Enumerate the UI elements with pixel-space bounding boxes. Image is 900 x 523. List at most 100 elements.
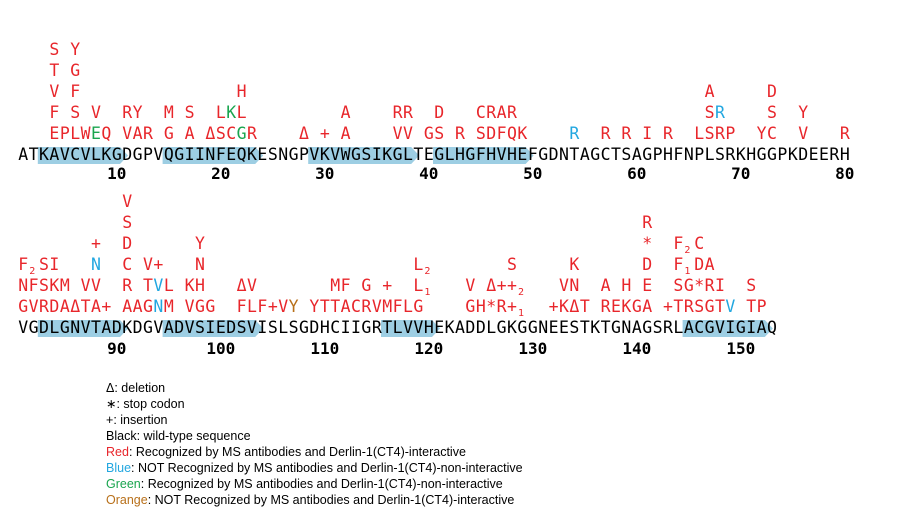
residue: R [829,145,839,164]
mutation-label: G [237,124,247,143]
residue: T [29,145,39,164]
mutation-label: T [143,276,153,295]
mutation-label: N [195,255,205,274]
mutation-subscript: 1 [518,308,524,319]
mutation-label: V [122,124,132,143]
mutation-label: G [705,297,715,316]
mutation-label: D [694,255,704,274]
mutation-label: F [29,276,39,295]
mutation-label: S [39,255,49,274]
residue: P [694,145,704,164]
residue: C [70,145,80,164]
mutation-label: N [153,297,163,316]
residue: L [91,145,101,164]
position-tick-label: 90 [107,339,126,358]
mutation-label: V [49,82,59,101]
residue: T [601,318,611,337]
mutation-label: R [642,213,652,232]
mutation-label: C [694,234,704,253]
mutation-label: V [143,255,153,274]
residue: K [101,145,111,164]
mutation-label: R [705,276,715,295]
mutation-label: S [185,103,195,122]
residue: K [39,145,49,164]
mutation-label: G [424,124,434,143]
mutation-label: S [507,255,517,274]
mutation-label: D [122,234,132,253]
residue: P [299,145,309,164]
mutation-label: Δ [486,276,496,295]
residue: F [216,145,226,164]
residue: G [528,318,538,337]
mutation-label: V [81,276,91,295]
mutation-label: H [195,276,205,295]
mutation-label: R [39,297,49,316]
mutation-label: Δ [70,297,80,316]
position-tick-label: 10 [107,164,126,183]
residue: A [49,145,59,164]
mutation-label: G [465,297,475,316]
mutation-label: T [746,297,756,316]
residue: D [174,318,184,337]
residue: N [538,318,548,337]
residue: D [549,145,559,164]
mutation-label: F [393,297,403,316]
beta-strand-arrow [381,320,440,337]
mutation-label: N [91,255,101,274]
residue: V [413,318,423,337]
legend-row: Red: Recognized by MS antibodies and Der… [106,444,523,460]
residue: V [403,318,413,337]
mutation-label: G [205,297,215,316]
residue: C [601,145,611,164]
mutation-label: C [476,103,486,122]
residue: G [590,145,600,164]
mutation-label: K [569,255,579,274]
mutation-label: M [330,276,340,295]
legend-row: ∗: stop codon [106,396,523,412]
mutation-label: S [49,40,59,59]
mutation-subscript: 2 [684,245,690,256]
mutation-label: W [81,124,91,143]
mutation-label: M [382,297,392,316]
mutation-label: R [393,103,403,122]
legend-text: Black: wild-type sequence [106,429,251,443]
residue: P [777,145,787,164]
legend-key: Green [106,477,141,491]
mutation-label: K [226,103,236,122]
mutation-label: R [486,103,496,122]
legend-key: Δ [106,381,115,395]
mutation-label: F [237,297,247,316]
position-tick-label: 150 [726,339,755,358]
mutation-label: R [621,124,631,143]
mutation-label: S [705,103,715,122]
legend-text: : NOT Recognized by MS antibodies and De… [147,493,515,507]
position-ticks: 10 20 30 40 50 60 70 80 90 100 110 120 130 140 150 [107,164,854,358]
mutation-label: I [715,276,725,295]
mutation-label: Δ [569,297,579,316]
residue: T [91,318,101,337]
residue: S [361,145,371,164]
residue: E [809,145,819,164]
legend-key: ∗ [106,397,117,411]
mutation-label: D [767,82,777,101]
residue: L [673,318,683,337]
residue: E [424,145,434,164]
residue: V [309,145,319,164]
mutation-label: + [663,297,673,316]
mutation-label: S [767,103,777,122]
mutation-subscript: 2 [29,266,35,277]
residue: G [611,318,621,337]
residue: F [476,145,486,164]
residue: I [746,318,756,337]
residue: P [653,145,663,164]
residue: T [413,145,423,164]
residue: G [143,318,153,337]
mutation-label: R [840,124,850,143]
residue: I [725,318,735,337]
position-tick-label: 50 [523,164,542,183]
mutation-label: S [705,124,715,143]
mutation-label: L [237,103,247,122]
mutation-label: R [663,124,673,143]
residue: T [382,318,392,337]
mutation-label: V [372,297,382,316]
